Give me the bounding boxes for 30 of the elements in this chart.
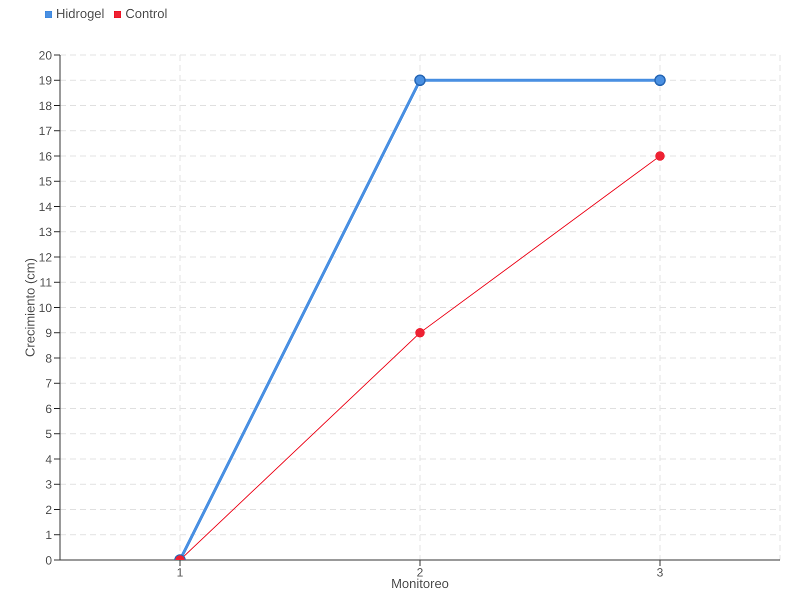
y-tick-label: 19	[38, 74, 52, 88]
y-axis-title: Crecimiento (cm)	[22, 258, 38, 357]
point	[415, 328, 425, 338]
y-tick-label: 14	[38, 200, 52, 214]
point	[414, 74, 426, 86]
x-tick-label: 1	[176, 566, 184, 580]
y-tick-label: 7	[45, 376, 52, 391]
y-tick-label: 11	[40, 276, 52, 290]
y-tick-label: 18	[38, 98, 52, 113]
x-tick-label: 3	[656, 566, 664, 580]
point	[655, 151, 665, 161]
y-tick-label: 0	[45, 553, 52, 568]
y-tick-label: 10	[38, 300, 52, 315]
legend-label: Hidrogel	[56, 6, 104, 21]
y-tick-label: 4	[45, 452, 52, 466]
y-tick-label: 1	[45, 528, 52, 542]
point	[654, 74, 666, 86]
y-tick-label: 3	[45, 478, 52, 492]
y-tick-label: 20	[38, 48, 52, 62]
y-tick-label: 9	[45, 326, 52, 340]
legend-label: Control	[125, 6, 168, 21]
y-tick-label: 17	[38, 124, 52, 138]
y-tick-label: 2	[45, 502, 52, 517]
y-tick-label: 13	[38, 225, 52, 240]
y-tick-label: 6	[45, 402, 52, 416]
y-tick-label: 12	[38, 250, 52, 264]
y-tick-label: 5	[45, 427, 52, 442]
y-tick-label: 16	[38, 149, 52, 164]
y-tick-label: 15	[38, 174, 52, 189]
y-tick-label: 8	[45, 351, 52, 366]
